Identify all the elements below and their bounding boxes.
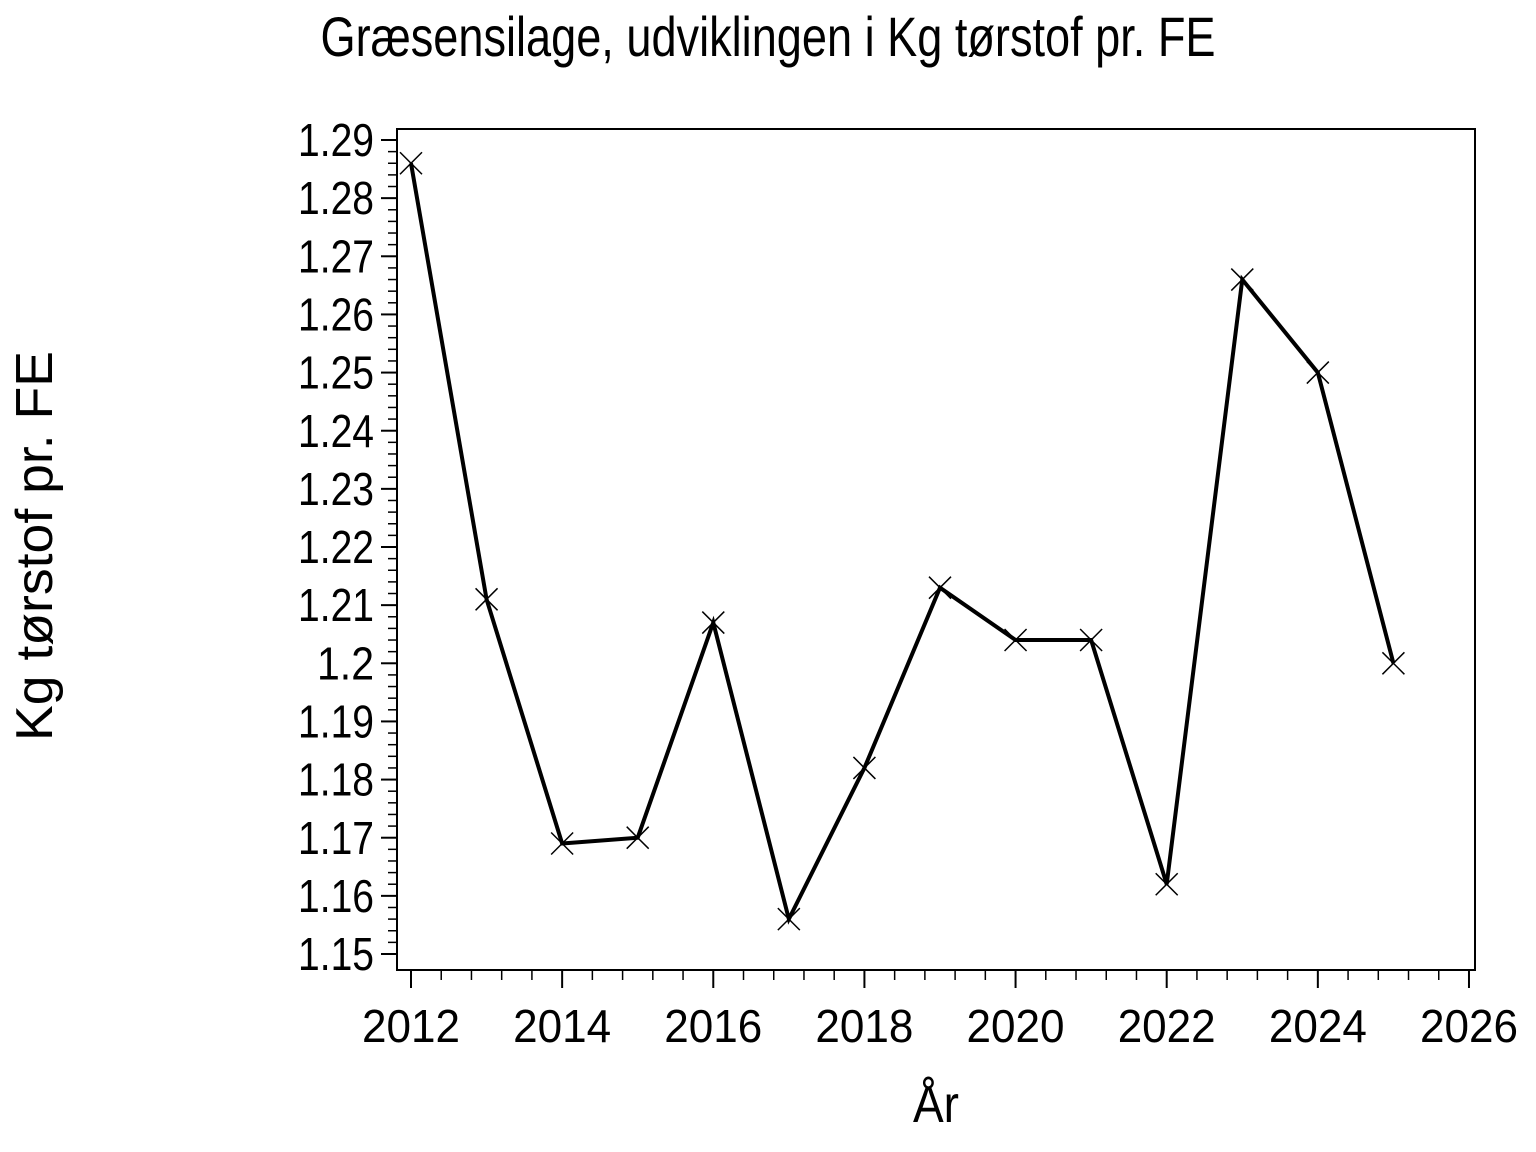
data-line <box>409 162 1396 925</box>
data-point-marker <box>1306 361 1330 385</box>
y-tick-label: 1.24 <box>298 405 374 457</box>
data-point-marker <box>1381 651 1405 675</box>
y-tick-label: 1.2 <box>317 637 374 689</box>
y-tick-label: 1.15 <box>298 928 374 980</box>
x-tick-label: 2020 <box>967 1000 1065 1052</box>
y-tick-label: 1.17 <box>298 812 374 864</box>
x-axis-label: År <box>913 1076 959 1134</box>
x-tick-label: 2016 <box>664 1000 762 1052</box>
y-tick-label: 1.27 <box>298 230 374 282</box>
data-point-marker <box>928 576 952 600</box>
y-tick-label: 1.23 <box>298 463 374 515</box>
data-point-marker <box>1004 628 1028 652</box>
data-point-marker <box>1155 872 1179 896</box>
y-tick-label: 1.21 <box>298 579 374 631</box>
data-point-marker <box>1079 628 1103 652</box>
x-tick-label: 2012 <box>362 1000 460 1052</box>
x-tick-label: 2014 <box>513 1000 611 1052</box>
y-tick-label: 1.18 <box>298 754 374 806</box>
plot-area: 1.15 1.16 1.17 1.18 1.19 1.2 1.21 1.22 1.23 1.24 1… <box>298 114 1518 1052</box>
data-point-marker <box>852 756 876 780</box>
y-axis-label: Kg tørstof pr. FE <box>6 351 64 741</box>
data-point-marker <box>626 826 650 850</box>
y-tick-label: 1.28 <box>298 172 374 224</box>
y-tick-label: 1.19 <box>298 696 374 748</box>
y-tick-label: 1.22 <box>298 521 374 573</box>
data-point-marker <box>475 587 499 611</box>
data-point-marker <box>777 907 801 931</box>
y-tick-label: 1.29 <box>298 114 374 166</box>
x-tick-label: 2026 <box>1420 1000 1518 1052</box>
x-tick-label: 2022 <box>1118 1000 1216 1052</box>
data-point-marker <box>1230 268 1254 292</box>
chart-title: Græsensilage, udviklingen i Kg tørstof p… <box>321 5 1216 68</box>
y-tick-label: 1.26 <box>298 289 374 341</box>
plot-frame <box>396 128 1476 971</box>
y-tick-label: 1.25 <box>298 347 374 399</box>
data-point-marker <box>550 831 574 856</box>
data-point-marker <box>701 611 725 635</box>
data-point-marker <box>399 151 423 175</box>
x-tick-label: 2018 <box>815 1000 913 1052</box>
y-tick-label: 1.16 <box>298 870 374 922</box>
x-tick-label: 2024 <box>1269 1000 1367 1052</box>
